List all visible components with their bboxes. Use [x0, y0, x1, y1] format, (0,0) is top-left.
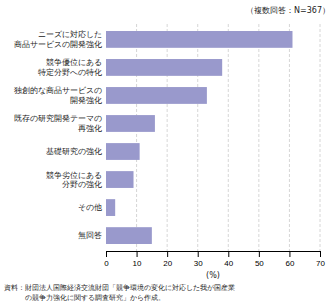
y-tick-label-line: 基礎研究の強化: [46, 147, 102, 156]
grid-line: [136, 24, 137, 251]
x-tick-label: 60: [285, 259, 294, 268]
y-tick-label-line: その他: [78, 203, 102, 212]
bar: [106, 115, 155, 132]
y-tick-label: 独創的な商品サービスの開発強化: [14, 86, 102, 104]
x-axis: 0 10 20 30 40 50 60 70: [104, 251, 325, 268]
y-tick-label-line: 既存の研究開発テーマの: [14, 114, 102, 123]
y-tick-label-line: 特定分野への特化: [38, 68, 102, 77]
x-tick: 20: [163, 251, 172, 268]
x-tick: 10: [133, 251, 142, 268]
grid-line: [197, 24, 198, 251]
x-axis-line: [107, 251, 321, 252]
bars: [106, 31, 292, 244]
x-tick-label: 20: [163, 259, 172, 268]
x-axis-label: (%): [206, 271, 220, 280]
bar: [106, 31, 292, 48]
x-tick: 60: [285, 251, 294, 268]
x-tick: 30: [194, 251, 203, 268]
bar: [106, 59, 222, 76]
x-tick-mark: [228, 251, 229, 257]
y-tick-label: 既存の研究開発テーマの再強化: [14, 114, 102, 132]
y-tick: 無回答: [78, 231, 102, 240]
x-tick-mark: [106, 251, 107, 257]
bar: [106, 171, 134, 188]
x-tick: 50: [255, 251, 264, 268]
x-tick-mark: [289, 251, 290, 257]
y-tick: 競争優位にある特定分野への特化: [38, 58, 102, 76]
x-tick-mark: [137, 251, 138, 257]
y-tick: 基礎研究の強化: [46, 147, 102, 156]
y-tick-label-line: 競争優位にある: [46, 58, 102, 67]
bar: [106, 227, 152, 244]
y-tick-label-line: 独創的な商品サービスの: [14, 86, 102, 95]
y-tick-label-line: 分野の強化: [62, 180, 102, 189]
x-tick: 0: [104, 251, 109, 268]
y-tick-label-line: 再強化: [78, 124, 102, 133]
y-axis: 無回答その他競争劣位にある分野の強化基礎研究の強化既存の研究開発テーマの再強化独…: [14, 30, 102, 240]
y-tick-label-line: 開発強化: [70, 96, 102, 105]
subtitle: （複数回答：N=367）: [246, 6, 330, 15]
x-tick-label: 10: [133, 259, 142, 268]
grid-line: [167, 24, 168, 251]
note: の競争力強化に関する調査研究」から作成。: [4, 294, 165, 302]
y-tick-label-line: 商品サービスの開発強化: [14, 40, 102, 49]
y-tick: 競争劣位にある分野の強化: [46, 170, 102, 188]
y-tick-label: 競争優位にある特定分野への特化: [38, 58, 102, 76]
x-tick-label: 40: [224, 259, 233, 268]
x-tick-mark: [198, 251, 199, 257]
chart: （複数回答：N=367） 0 10 20 30 40 50 60 70 (%) 無回答 その他 競争劣位…: [0, 0, 334, 305]
x-tick-label: 30: [194, 259, 203, 268]
y-tick: 既存の研究開発テーマの再強化: [14, 114, 102, 132]
bar: [106, 143, 140, 160]
grid-line: [289, 24, 290, 251]
y-tick: 独創的な商品サービスの開発強化: [14, 86, 102, 104]
x-tick-label: 50: [255, 259, 264, 268]
x-tick: 40: [224, 251, 233, 268]
y-tick-label: ニーズに対応した商品サービスの開発強化: [14, 30, 102, 48]
grid-line: [228, 24, 229, 251]
grid: [137, 24, 320, 251]
note: 資料：財団法人国際経済交流財団「競争環境の変化に対応した我が国産業: [4, 284, 235, 292]
y-tick-label-line: 無回答: [78, 231, 102, 240]
bar: [106, 199, 115, 216]
y-tick-label: 競争劣位にある分野の強化: [46, 170, 102, 188]
plot: 0 10 20 30 40 50 60 70 (%) 無回答 その他 競争劣位にある分野の強化 基礎研究…: [14, 24, 325, 280]
x-tick: 70: [316, 251, 325, 268]
y-tick-label: その他: [78, 203, 102, 212]
grid-line: [320, 24, 321, 251]
y-tick: その他: [78, 203, 102, 212]
x-tick-mark: [259, 251, 260, 257]
y-tick-label: 無回答: [78, 231, 102, 240]
x-tick-mark: [167, 251, 168, 257]
y-tick-label-line: ニーズに対応した: [38, 30, 102, 39]
x-tick-mark: [320, 251, 321, 257]
x-tick-label: 70: [316, 259, 325, 268]
grid-line: [258, 24, 259, 251]
y-tick-label-line: 競争劣位にある: [46, 170, 102, 179]
y-tick-label: 基礎研究の強化: [46, 147, 102, 156]
bar: [106, 87, 207, 104]
x-tick-label: 0: [104, 259, 109, 268]
y-tick: ニーズに対応した商品サービスの開発強化: [14, 30, 102, 48]
